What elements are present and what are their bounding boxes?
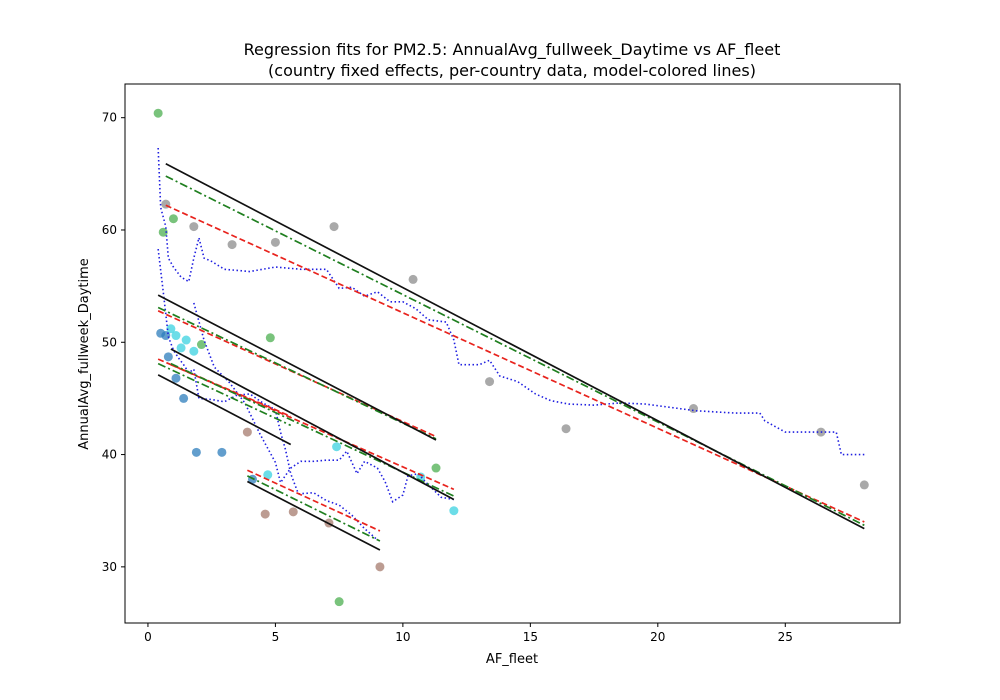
plot-area (153, 108, 869, 607)
chart-subtitle: (country fixed effects, per-country data… (268, 61, 756, 80)
scatter-point-group2-4 (189, 346, 199, 356)
x-tick-label-5: 5 (272, 630, 280, 644)
scatter-point-group2-6 (332, 442, 342, 452)
x-tick-label-25: 25 (778, 630, 793, 644)
y-tick-label-30: 30 (102, 560, 117, 574)
x-axis-label: AF_fleet (486, 652, 538, 667)
x-tick-label-0: 0 (144, 630, 152, 644)
y-tick-label-60: 60 (102, 223, 117, 237)
scatter-point-group4-1 (153, 108, 163, 118)
y-tick-label-50: 50 (102, 335, 117, 349)
scatter-point-group3-6 (191, 447, 201, 457)
scatter-point-group4-4 (196, 340, 206, 350)
scatter-point-group1-7 (485, 377, 495, 387)
fit-line-red-dashed-group3 (157, 358, 292, 418)
scatter-point-group3-4 (171, 373, 181, 383)
scatter-point-group2-8 (449, 506, 459, 516)
fit-line-red-dashed-group5 (247, 469, 381, 532)
scatter-point-group1-3 (227, 240, 237, 250)
fit-line-green-dashdot-group1 (165, 175, 865, 527)
scatter-point-group1-5 (329, 222, 339, 232)
y-tick-label-40: 40 (102, 448, 117, 462)
axis-ticks: 0 5 10 15 20 25 30 40 50 60 70 (102, 111, 793, 644)
scatter-point-group1-4 (270, 237, 280, 247)
scatter-point-group5-5 (375, 562, 385, 572)
fit-line-black-solid-group3 (157, 374, 292, 446)
scatter-point-group2-1 (166, 324, 176, 334)
scatter-point-group4-2 (158, 227, 168, 237)
axes-frame (124, 83, 901, 624)
scatter-point-group2-3 (181, 335, 191, 345)
x-tick-label-20: 20 (650, 630, 665, 644)
x-tick-label-10: 10 (395, 630, 410, 644)
scatter-point-group3-7 (217, 447, 227, 457)
scatter-point-group5-3 (288, 507, 298, 517)
fit-line-black-solid-group5 (246, 480, 381, 551)
scatter-point-group5-2 (260, 509, 270, 519)
fit-line-black-solid-group2 (170, 348, 455, 501)
y-axis-label: AnnualAvg_fullweek_Daytime (77, 258, 92, 450)
scatter-point-group3-3 (163, 352, 173, 362)
fit-line-black-solid-group1 (165, 162, 865, 530)
scatter-point-group3-2 (161, 331, 171, 341)
scatter-point-group4-6 (431, 463, 441, 473)
scatter-point-group1-11 (859, 480, 869, 490)
fit-line-red-dashed-group1 (165, 204, 865, 523)
rolling-mean-curve-1 (157, 147, 865, 456)
scatter-point-group4-5 (265, 333, 275, 343)
scatter-point-group2-9 (176, 343, 186, 353)
fit-line-green-dashdot-group5 (246, 475, 381, 542)
scatter-point-group4-3 (168, 214, 178, 224)
scatter-point-group4-7 (334, 597, 344, 607)
scatter-point-group3-5 (179, 393, 189, 403)
scatter-point-group5-1 (242, 427, 252, 437)
scatter-point-group1-2 (189, 222, 199, 232)
fit-line-black-solid-group4 (157, 294, 437, 441)
x-tick-label-15: 15 (523, 630, 538, 644)
fit-line-green-dashdot-group4 (157, 306, 437, 440)
scatter-point-group2-5 (263, 470, 273, 480)
scatter-point-group2-2 (171, 331, 181, 341)
fit-line-red-dashed-group2 (170, 363, 455, 491)
chart-title: Regression fits for PM2.5: AnnualAvg_ful… (244, 40, 781, 60)
scatter-point-group1-8 (561, 424, 571, 434)
scatter-point-group1-6 (408, 274, 418, 284)
y-tick-label-70: 70 (102, 111, 117, 125)
scatter-point-group1-9 (689, 404, 699, 414)
